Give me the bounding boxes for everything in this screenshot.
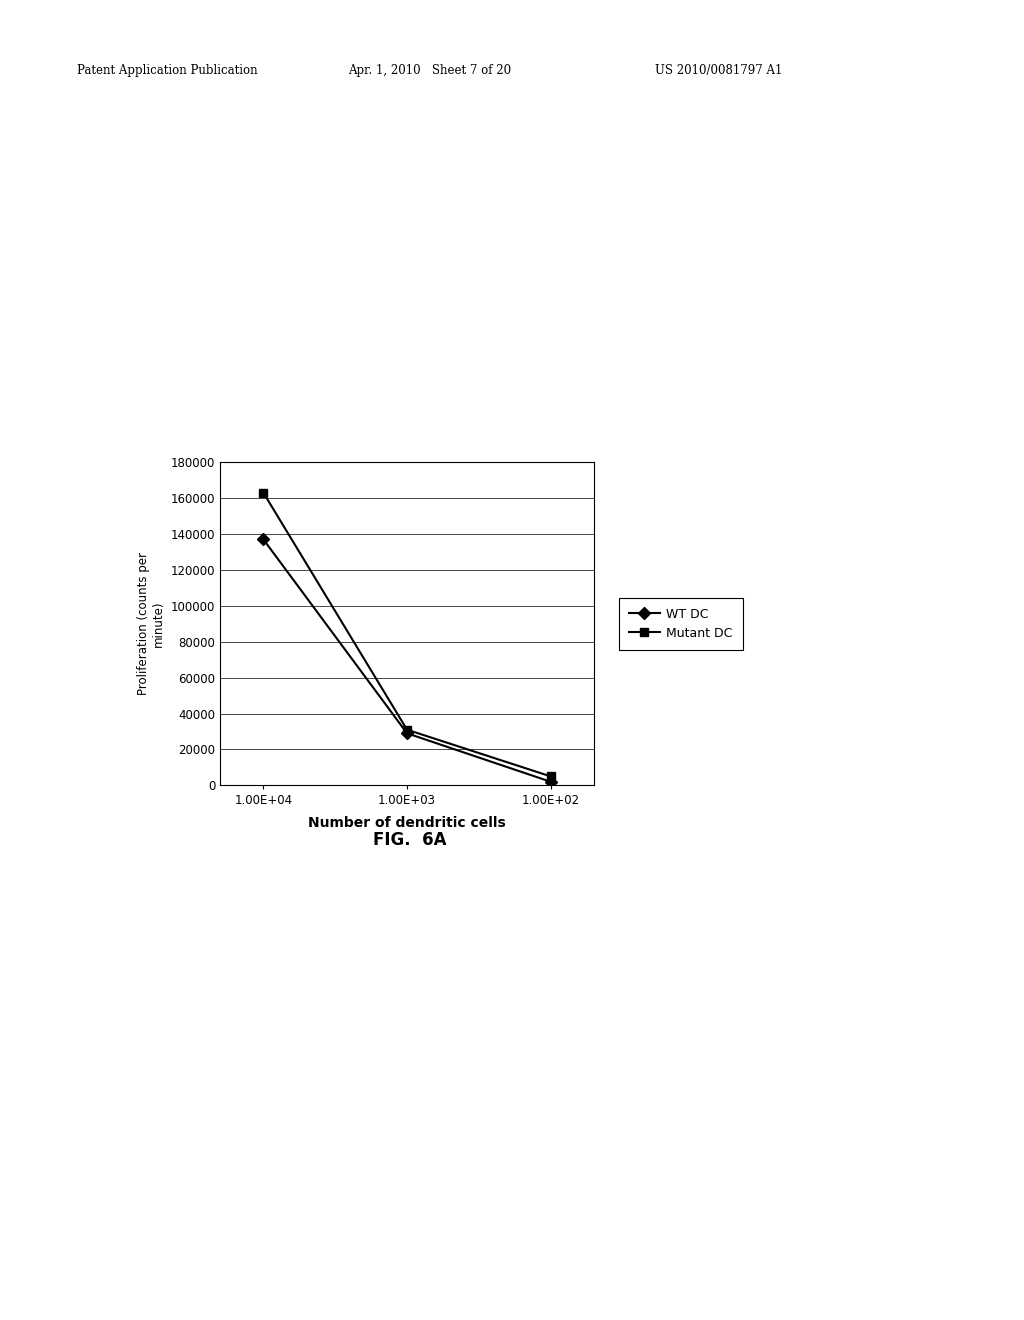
- WT DC: [401, 726, 414, 742]
- X-axis label: Number of dendritic cells: Number of dendritic cells: [308, 816, 506, 830]
- Mutant DC: [401, 722, 414, 738]
- Text: Patent Application Publication: Patent Application Publication: [77, 63, 257, 77]
- Text: Apr. 1, 2010   Sheet 7 of 20: Apr. 1, 2010 Sheet 7 of 20: [348, 63, 511, 77]
- Line: WT DC: WT DC: [259, 535, 555, 785]
- WT DC: [545, 774, 557, 789]
- Legend: WT DC, Mutant DC: WT DC, Mutant DC: [618, 598, 742, 649]
- WT DC: [257, 532, 269, 548]
- Text: US 2010/0081797 A1: US 2010/0081797 A1: [655, 63, 782, 77]
- Y-axis label: Proliferation (counts per
minute): Proliferation (counts per minute): [137, 552, 165, 696]
- Mutant DC: [545, 768, 557, 784]
- Text: FIG.  6A: FIG. 6A: [373, 830, 446, 849]
- Mutant DC: [257, 484, 269, 500]
- Line: Mutant DC: Mutant DC: [259, 488, 555, 780]
